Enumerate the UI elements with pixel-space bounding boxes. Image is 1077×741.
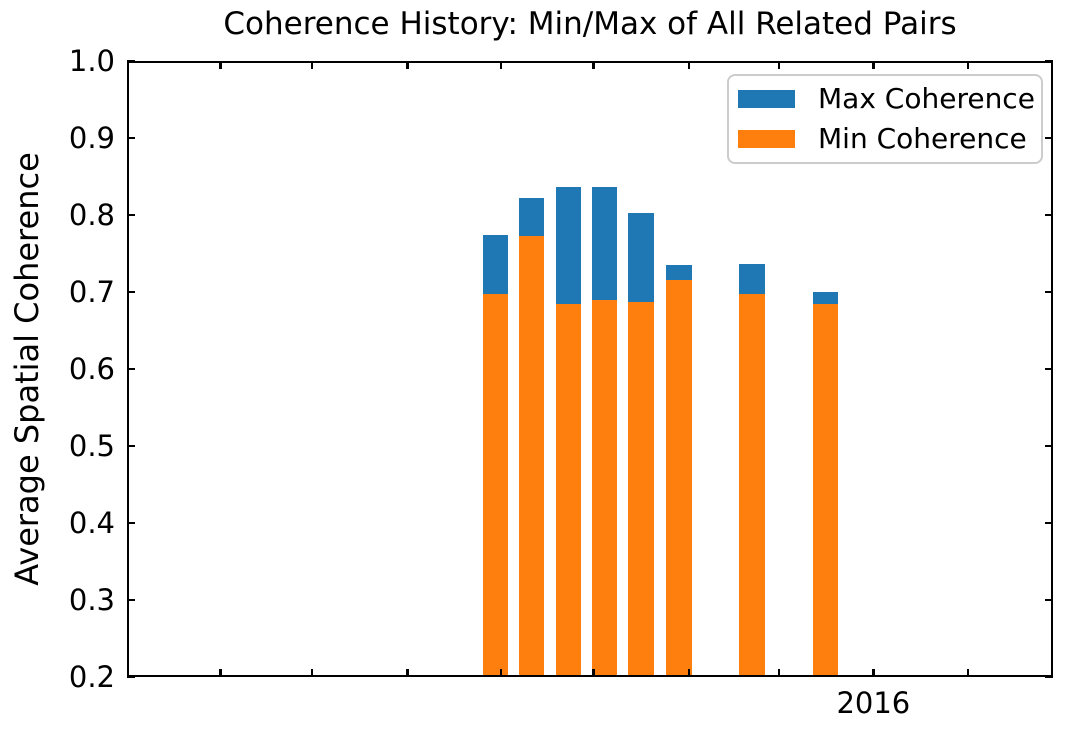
- bar-min-coherence: [556, 303, 582, 677]
- plot-area: 1.0 0.9 0.8 0.7 0.6 0.5 0.4 0.3 0.2 2016 Max Cohe…: [69, 44, 1053, 720]
- legend-item-min-coherence: Min Coherence: [738, 121, 1029, 155]
- x-tick-mark-bottom: [499, 669, 503, 677]
- bar-min-coherence: [628, 302, 654, 677]
- bar-min-coherence: [592, 299, 618, 677]
- y-tick-label: 0.4: [68, 506, 115, 540]
- x-tick-mark-bottom: [777, 669, 781, 677]
- legend-swatch-min-coherence: [738, 129, 795, 148]
- y-tick-label: 0.2: [68, 660, 115, 694]
- x-tick-mark-top: [777, 61, 781, 69]
- y-tick-label: 0.6: [68, 352, 115, 386]
- x-tick-mark-top: [687, 61, 691, 69]
- x-tick-mark-top: [499, 61, 503, 69]
- y-tick-label: 0.3: [68, 583, 115, 617]
- x-tick-mark-bottom: [966, 669, 970, 677]
- bar-min-coherence: [739, 293, 765, 677]
- y-tick-mark-right: [1045, 444, 1053, 448]
- x-tick-mark-bottom: [687, 669, 691, 677]
- y-tick-mark-left: [127, 521, 135, 525]
- y-tick-mark-right: [1045, 59, 1053, 63]
- legend-swatch-max-coherence: [738, 90, 795, 109]
- y-tick-mark-left: [127, 675, 135, 679]
- y-tick-mark-left: [127, 367, 135, 371]
- y-tick-mark-right: [1045, 521, 1053, 525]
- y-tick-mark-right: [1045, 675, 1053, 679]
- legend-label-max-coherence: Max Coherence: [818, 81, 1035, 115]
- x-tick-mark-bottom: [592, 669, 595, 677]
- y-tick-label: 0.8: [68, 198, 115, 232]
- y-tick-label: 0.9: [68, 121, 115, 155]
- bar-min-coherence: [666, 279, 692, 677]
- y-tick-mark-left: [127, 136, 135, 140]
- x-tick-mark-bottom: [872, 669, 875, 677]
- x-tick-mark-top: [219, 61, 222, 69]
- y-tick-mark-left: [127, 213, 135, 217]
- y-tick-mark-right: [1045, 136, 1053, 140]
- x-tick-mark-top: [592, 61, 595, 69]
- chart-title: Coherence History: Min/Max of All Relate…: [223, 6, 957, 42]
- bar-min-coherence: [482, 294, 509, 677]
- x-tick-label-year: 2016: [836, 686, 911, 720]
- bar-min-coherence: [518, 235, 545, 677]
- legend-label-min-coherence: Min Coherence: [818, 121, 1027, 155]
- x-tick-mark-top: [966, 61, 970, 69]
- y-tick-mark-left: [127, 444, 135, 448]
- x-tick-mark-top: [406, 61, 409, 69]
- y-tick-mark-right: [1045, 598, 1053, 602]
- x-tick-mark-bottom: [219, 669, 222, 677]
- y-tick-mark-right: [1045, 367, 1053, 371]
- y-tick-mark-left: [127, 290, 135, 294]
- bar-min-coherence: [812, 303, 838, 677]
- y-tick-label: 0.5: [68, 429, 115, 463]
- legend: Max Coherence Min Coherence: [727, 74, 1043, 164]
- y-tick-label: 0.7: [68, 275, 115, 309]
- y-tick-mark-left: [127, 598, 135, 602]
- x-tick-mark-bottom: [310, 669, 314, 677]
- y-tick-mark-right: [1045, 290, 1053, 294]
- x-tick-mark-top: [310, 61, 314, 69]
- y-tick-label: 1.0: [68, 44, 115, 78]
- x-tick-mark-top: [872, 61, 875, 69]
- y-tick-mark-right: [1045, 213, 1053, 217]
- x-tick-mark-bottom: [406, 669, 409, 677]
- legend-item-max-coherence: Max Coherence: [738, 83, 1035, 115]
- y-tick-mark-left: [127, 59, 135, 63]
